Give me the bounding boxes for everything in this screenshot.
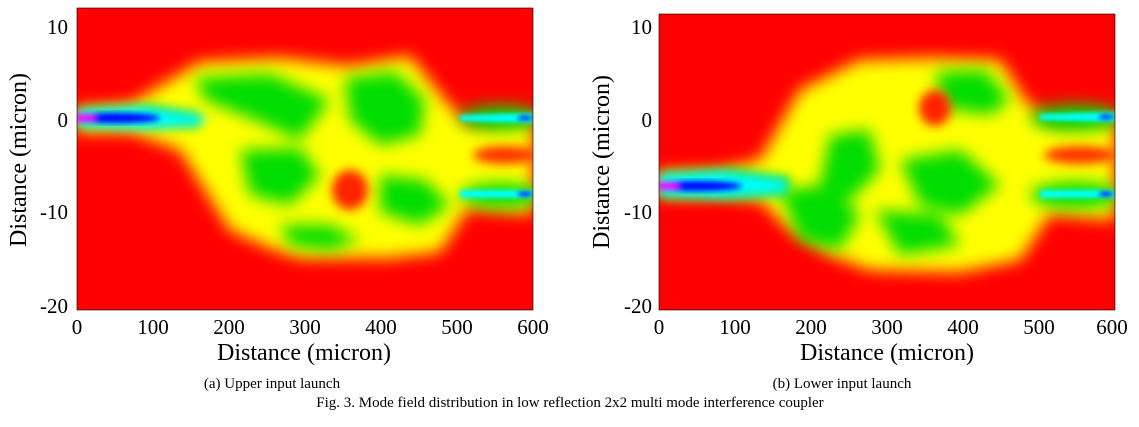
x-axis-label-a: Distance (micron): [217, 340, 391, 366]
x-tick-label: 400: [365, 315, 397, 339]
x-ticks-b: 0 100 200 300 400 500 600: [654, 315, 1128, 339]
y-tick-label: 0: [642, 108, 653, 132]
x-tick-label: 200: [795, 315, 827, 339]
x-tick-label: 300: [289, 315, 321, 339]
field-green-b: [780, 70, 1115, 255]
y-tick-label: 0: [58, 108, 69, 132]
y-tick-label: 10: [47, 15, 68, 39]
panel-caption-a: (a) Upper input launch: [204, 376, 341, 392]
y-tick-label: 10: [631, 15, 652, 39]
y-tick-label: -10: [624, 200, 652, 224]
panel-b: 10 0 -10 -20 0 100 200 300 400 500 600 D…: [589, 13, 1128, 392]
x-tick-label: 100: [137, 315, 169, 339]
y-tick-label: -20: [624, 294, 652, 318]
x-tick-label: 0: [72, 315, 83, 339]
x-tick-label: 0: [654, 315, 665, 339]
input-core-a: [77, 113, 160, 123]
field-envelope-b: [659, 58, 1115, 272]
heatmap-b: [659, 14, 1115, 310]
x-tick-label: 600: [517, 315, 549, 339]
panel-caption-b: (b) Lower input launch: [773, 376, 912, 392]
field-red-spots-b: [919, 90, 1115, 164]
y-axis-label-b: Distance (micron): [589, 75, 615, 249]
figure-caption: Fig. 3. Mode field distribution in low r…: [316, 395, 823, 411]
y-tick-label: -20: [40, 294, 68, 318]
x-tick-label: 300: [871, 315, 903, 339]
y-axis-label-a: Distance (micron): [6, 73, 32, 247]
y-tick-label: -10: [40, 200, 68, 224]
y-ticks-b: 10 0 -10 -20: [624, 15, 652, 318]
x-axis-label-b: Distance (micron): [800, 340, 974, 366]
x-tick-label: 400: [947, 315, 979, 339]
x-tick-label: 500: [1023, 315, 1055, 339]
field-red-spots-a: [332, 146, 533, 210]
x-tick-label: 200: [213, 315, 245, 339]
output-beams-a: [460, 113, 533, 198]
x-tick-label: 100: [719, 315, 751, 339]
panel-a: 10 0 -10 -20 0 100 200 300 400 500 600 D…: [6, 7, 549, 392]
output-beams-b: [1040, 112, 1115, 198]
x-ticks-a: 0 100 200 300 400 500 600: [72, 315, 549, 339]
y-ticks-a: 10 0 -10 -20: [40, 15, 68, 318]
heatmap-a: [77, 8, 533, 310]
input-core-b: [659, 181, 742, 191]
x-tick-label: 600: [1096, 315, 1128, 339]
x-tick-label: 500: [441, 315, 473, 339]
